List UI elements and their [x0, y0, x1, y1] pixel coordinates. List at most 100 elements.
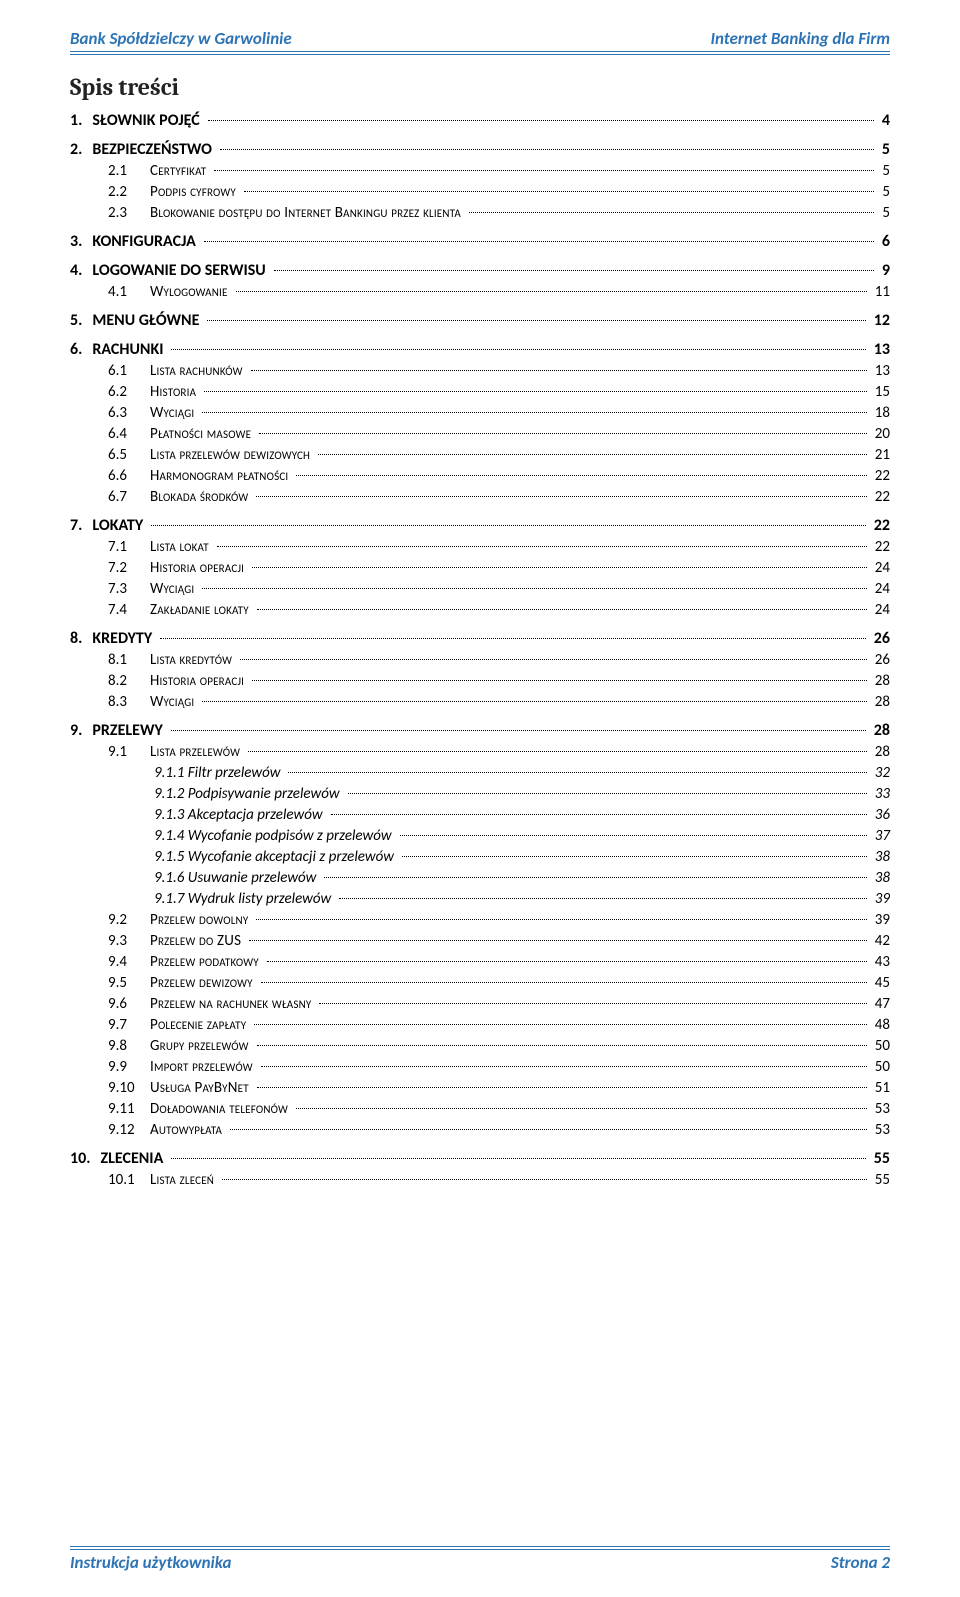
- toc-page: 28: [869, 743, 890, 761]
- toc-row[interactable]: 2.2Podpis cyfrowy5: [70, 183, 890, 201]
- toc-row[interactable]: 8.3Wyciągi28: [70, 693, 890, 711]
- toc-label: Usługa PayByNet: [150, 1079, 255, 1097]
- toc-row[interactable]: 4.1Wylogowanie11: [70, 283, 890, 301]
- toc-page: 43: [869, 953, 890, 971]
- toc-label: Zakładanie lokaty: [150, 601, 255, 619]
- toc-label: 9.1.6 Usuwanie przelewów: [154, 869, 322, 887]
- toc-leader: [252, 680, 867, 681]
- toc-row[interactable]: 6.6Harmonogram płatności22: [70, 467, 890, 485]
- toc-number: 9.11: [108, 1100, 150, 1118]
- toc-number: 5.: [70, 311, 92, 330]
- toc-label: Wyciągi: [150, 580, 200, 598]
- toc-row[interactable]: 6.7Blokada środków22: [70, 488, 890, 506]
- toc-page: 37: [869, 827, 890, 845]
- toc-label: 9.1.4 Wycofanie podpisów z przelewów: [154, 827, 398, 845]
- toc-leader: [204, 391, 867, 392]
- toc-row[interactable]: 6.5Lista przelewów dewizowych21: [70, 446, 890, 464]
- toc-label: Historia operacji: [150, 672, 250, 690]
- toc-label: KONFIGURACJA: [92, 232, 201, 251]
- toc-page: 42: [869, 932, 890, 950]
- toc-row[interactable]: 6.4Płatności masowe20: [70, 425, 890, 443]
- toc-row[interactable]: 9.6Przelew na rachunek własny47: [70, 995, 890, 1013]
- toc-label: Lista kredytów: [150, 651, 238, 669]
- toc-row[interactable]: 4.LOGOWANIE DO SERWISU9: [70, 261, 890, 280]
- toc-row[interactable]: 7.2Historia operacji24: [70, 559, 890, 577]
- toc-page: 39: [869, 911, 890, 929]
- toc-leader: [296, 475, 866, 476]
- toc-row[interactable]: 6.RACHUNKI13: [70, 340, 890, 359]
- toc-label: Historia: [150, 383, 202, 401]
- toc-row[interactable]: 7.4Zakładanie lokaty24: [70, 601, 890, 619]
- toc-row[interactable]: 9.1.4 Wycofanie podpisów z przelewów 37: [70, 827, 890, 845]
- toc-number: 8.2: [108, 672, 150, 690]
- toc-row[interactable]: 10.1Lista zleceń55: [70, 1171, 890, 1189]
- toc-number: 9.: [70, 721, 92, 740]
- toc-row[interactable]: 9.11Doładowania telefonów53: [70, 1100, 890, 1118]
- toc-title: Spis treści: [70, 73, 890, 101]
- toc-row[interactable]: 7.1Lista lokat22: [70, 538, 890, 556]
- toc-leader: [257, 1045, 867, 1046]
- toc-label: Certyfikat: [150, 162, 212, 180]
- toc-row[interactable]: 6.3Wyciągi18: [70, 404, 890, 422]
- toc-row[interactable]: 9.7Polecenie zapłaty48: [70, 1016, 890, 1034]
- toc-row[interactable]: 7.3Wyciągi24: [70, 580, 890, 598]
- toc-number: 7.3: [108, 580, 150, 598]
- toc-row[interactable]: 9.1.3 Akceptacja przelewów36: [70, 806, 890, 824]
- toc-row[interactable]: 9.9Import przelewów50: [70, 1058, 890, 1076]
- toc-row[interactable]: 2.1Certyfikat5: [70, 162, 890, 180]
- toc-leader: [202, 701, 866, 702]
- toc-label: Podpis cyfrowy: [150, 183, 242, 201]
- toc-row[interactable]: 9.8Grupy przelewów50: [70, 1037, 890, 1055]
- toc-page: 22: [868, 516, 890, 535]
- toc-label: Lista zleceń: [150, 1171, 220, 1189]
- toc-number: 9.8: [108, 1037, 150, 1055]
- toc-row[interactable]: 9.1.2 Podpisywanie przelewów33: [70, 785, 890, 803]
- toc-row[interactable]: 9.1.5 Wycofanie akceptacji z przelewów38: [70, 848, 890, 866]
- toc-row[interactable]: 9.5Przelew dewizowy45: [70, 974, 890, 992]
- toc-row[interactable]: 8.KREDYTY26: [70, 629, 890, 648]
- toc-row[interactable]: 10.ZLECENIA55: [70, 1149, 890, 1168]
- toc-leader: [171, 349, 865, 350]
- toc-row[interactable]: 9.10Usługa PayByNet 51: [70, 1079, 890, 1097]
- toc-label: Przelew na rachunek własny: [150, 995, 317, 1013]
- toc-row[interactable]: 9.3Przelew do ZUS42: [70, 932, 890, 950]
- toc-label: Przelew dowolny: [150, 911, 254, 929]
- toc-leader: [400, 835, 867, 836]
- toc-row[interactable]: 6.2Historia15: [70, 383, 890, 401]
- toc-number: 9.7: [108, 1016, 150, 1034]
- toc-row[interactable]: 5.MENU GŁÓWNE12: [70, 311, 890, 330]
- toc-row[interactable]: 8.1Lista kredytów26: [70, 651, 890, 669]
- toc-page: 5: [876, 204, 890, 222]
- toc-number: 9.2: [108, 911, 150, 929]
- toc-page: 18: [869, 404, 890, 422]
- toc-leader: [202, 412, 866, 413]
- toc-row[interactable]: 2.3Blokowanie dostępu do Internet Bankin…: [70, 204, 890, 222]
- toc-label: Przelew dewizowy: [150, 974, 259, 992]
- toc-page: 51: [869, 1079, 890, 1097]
- toc-page: 50: [869, 1058, 890, 1076]
- toc-row[interactable]: 3.KONFIGURACJA6: [70, 232, 890, 251]
- toc-leader: [230, 1129, 867, 1130]
- toc-row[interactable]: 1.SŁOWNIK POJĘĆ4: [70, 111, 890, 130]
- toc-row[interactable]: 2.BEZPIECZEŃSTWO5: [70, 140, 890, 159]
- toc-row[interactable]: 8.2Historia operacji28: [70, 672, 890, 690]
- toc-page: 38: [869, 869, 890, 887]
- toc-page: 28: [868, 721, 890, 740]
- toc-label: Wylogowanie: [150, 283, 234, 301]
- toc-row[interactable]: 9.4Przelew podatkowy43: [70, 953, 890, 971]
- toc-number: 9.10: [108, 1079, 150, 1097]
- toc-row[interactable]: 9.2Przelew dowolny 39: [70, 911, 890, 929]
- toc-row[interactable]: 9.1.7 Wydruk listy przelewów39: [70, 890, 890, 908]
- toc-row[interactable]: 9.PRZELEWY28: [70, 721, 890, 740]
- toc-row[interactable]: 7.LOKATY22: [70, 516, 890, 535]
- toc-page: 28: [869, 693, 890, 711]
- toc-row[interactable]: 9.12Autowypłata53: [70, 1121, 890, 1139]
- toc-leader: [259, 433, 867, 434]
- toc-label: RACHUNKI: [92, 340, 169, 359]
- toc-page: 32: [869, 764, 890, 782]
- toc-row[interactable]: 6.1Lista rachunków13: [70, 362, 890, 380]
- toc-row[interactable]: 9.1.6 Usuwanie przelewów 38: [70, 869, 890, 887]
- toc-row[interactable]: 9.1.1 Filtr przelewów32: [70, 764, 890, 782]
- toc-row[interactable]: 9.1Lista przelewów28: [70, 743, 890, 761]
- page-header: Bank Spółdzielczy w Garwolinie Internet …: [70, 28, 890, 55]
